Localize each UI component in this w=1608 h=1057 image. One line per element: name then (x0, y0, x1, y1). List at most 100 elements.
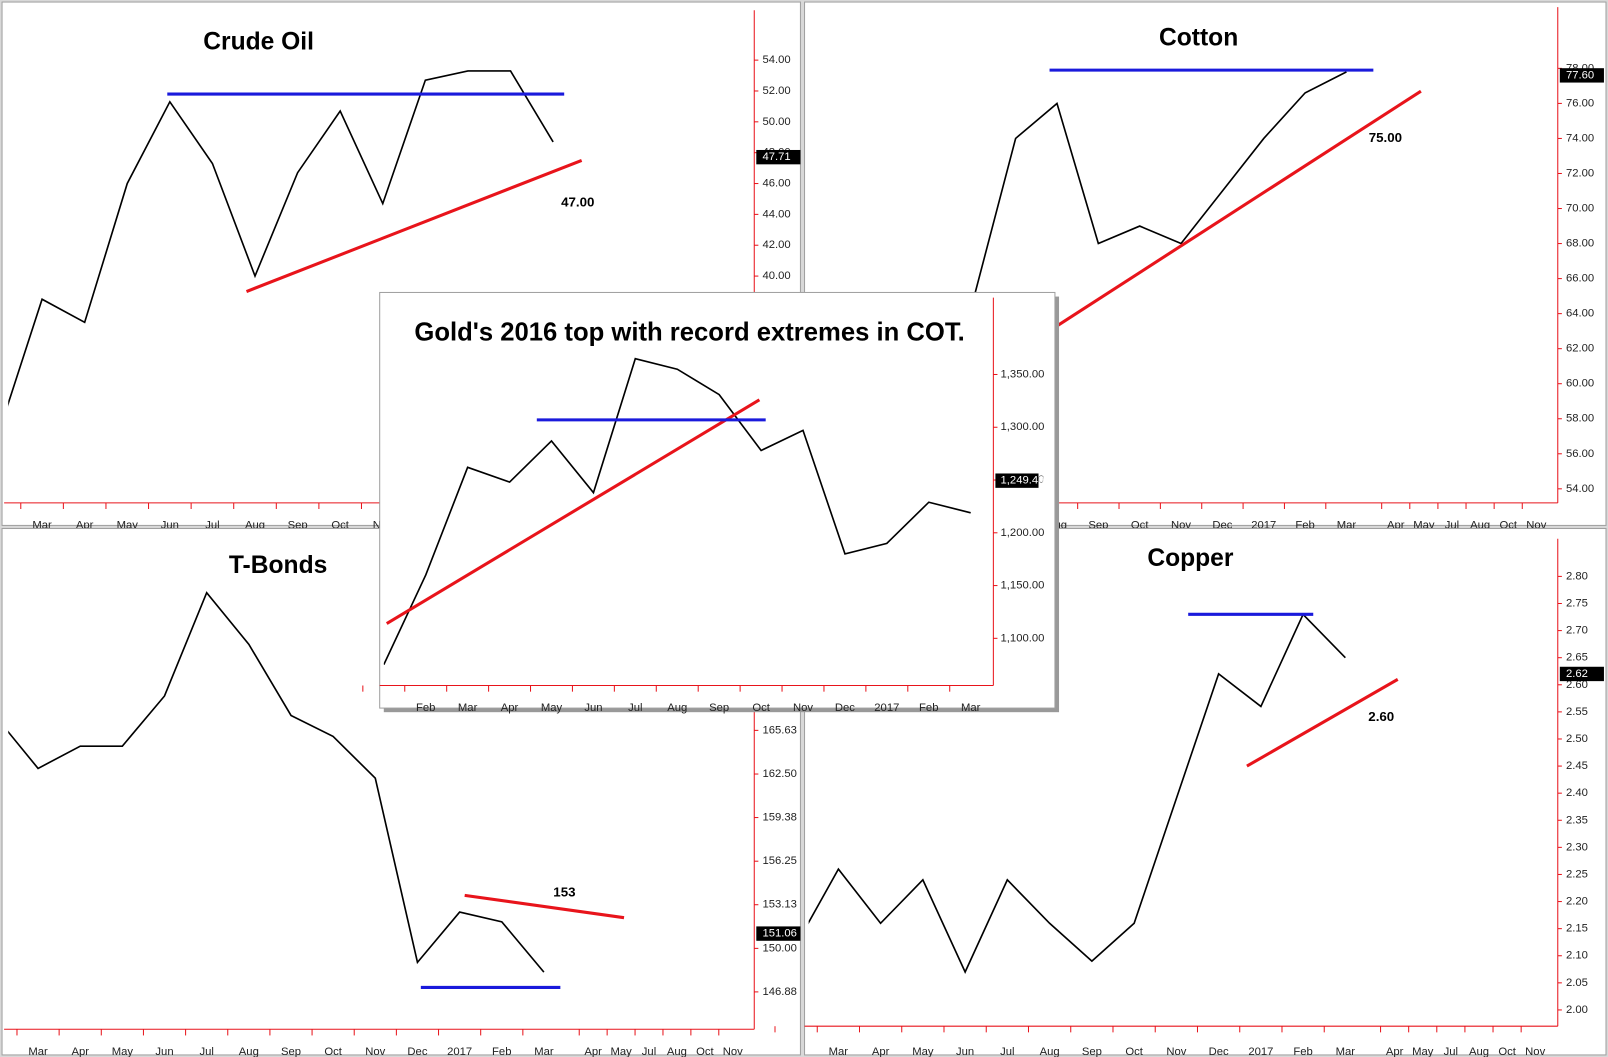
last-price-box (756, 149, 801, 165)
x-tick-label: Feb (416, 702, 435, 714)
x-tick-label: Apr (584, 1046, 602, 1057)
x-tick-label: May (1412, 1046, 1434, 1057)
last-price-label: 77.60 (1566, 69, 1594, 81)
y-tick-label: 62.00 (1566, 343, 1594, 355)
y-tick-label: 54.00 (1566, 483, 1594, 495)
annotation: 153 (553, 884, 575, 899)
y-tick-label: 1,350.00 (1001, 368, 1045, 380)
y-tick-label: 56.00 (1566, 448, 1594, 460)
x-tick-label: Mar (458, 702, 478, 714)
x-tick-label: Dec (835, 702, 855, 714)
trendline (1246, 678, 1399, 768)
chart-title: Copper (1147, 545, 1234, 572)
y-tick-label: 146.88 (762, 986, 796, 998)
y-tick-label: 54.00 (762, 54, 790, 66)
x-tick-label: Jun (155, 1046, 173, 1057)
x-tick-label: Nov (365, 1046, 385, 1057)
y-tick-label: 165.63 (762, 724, 796, 736)
x-tick-label: May (112, 1046, 134, 1057)
price-line (8, 70, 554, 407)
y-tick-label: 150.00 (762, 942, 796, 954)
y-tick-label: 162.50 (762, 768, 796, 780)
x-tick-label: 2017 (1248, 1046, 1273, 1057)
x-tick-label: 2017 (874, 702, 899, 714)
x-tick-label: Dec (1209, 1046, 1229, 1057)
x-tick-label: Jul (1444, 1046, 1458, 1057)
y-tick-label: 2.70 (1566, 625, 1588, 637)
y-tick-label: 66.00 (1566, 273, 1594, 285)
y-tick-label: 1,100.00 (1001, 632, 1045, 644)
y-tick-label: 1,150.00 (1001, 580, 1045, 592)
y-tick-label: 156.25 (762, 855, 796, 867)
trendline (385, 398, 761, 625)
price-line (973, 71, 1347, 297)
x-tick-label: Apr (71, 1046, 89, 1057)
y-tick-label: 76.00 (1566, 97, 1594, 109)
y-tick-label: 2.65 (1566, 652, 1588, 664)
y-tick-label: 2.75 (1566, 597, 1588, 609)
x-tick-label: Mar (534, 1046, 554, 1057)
y-tick-label: 2.15 (1566, 923, 1588, 935)
x-tick-label: Jul (199, 1046, 213, 1057)
x-tick-label: Aug (1040, 1046, 1060, 1057)
y-tick-label: 2.55 (1566, 706, 1588, 718)
chart-title: Crude Oil (203, 29, 314, 56)
y-tick-label: 2.80 (1566, 570, 1588, 582)
annotation: 2.60 (1368, 709, 1394, 724)
trendline (464, 893, 625, 920)
y-tick-label: 68.00 (1566, 238, 1594, 250)
x-tick-label: Feb (492, 1046, 511, 1057)
y-tick-label: 2.20 (1566, 896, 1588, 908)
x-tick-label: Oct (696, 1046, 714, 1057)
y-tick-label: 2.05 (1566, 977, 1588, 989)
y-tick-label: 40.00 (762, 270, 790, 282)
x-tick-label: Feb (1293, 1046, 1312, 1057)
x-tick-label: Jul (1000, 1046, 1014, 1057)
x-tick-label: Nov (1525, 1046, 1545, 1057)
x-tick-label: Nov (793, 702, 813, 714)
y-tick-label: 159.38 (762, 812, 796, 824)
y-tick-label: 52.00 (762, 85, 790, 97)
x-tick-label: Oct (1125, 1046, 1143, 1057)
y-tick-label: 153.13 (762, 899, 796, 911)
trendline (1056, 89, 1422, 328)
last-price-label: 151.06 (762, 928, 796, 940)
y-tick-label: 74.00 (1566, 132, 1594, 144)
y-tick-label: 2.40 (1566, 787, 1588, 799)
x-tick-label: Aug (667, 702, 687, 714)
y-tick-label: 2.00 (1566, 1004, 1588, 1016)
y-tick-label: 2.35 (1566, 814, 1588, 826)
last-price-box (995, 473, 1039, 488)
y-tick-label: 44.00 (762, 208, 790, 220)
y-tick-label: 50.00 (762, 116, 790, 128)
y-tick-label: 70.00 (1566, 203, 1594, 215)
x-tick-label: Feb (919, 702, 938, 714)
annotation: 47.00 (561, 195, 594, 210)
x-tick-label: Jul (642, 1046, 656, 1057)
x-tick-label: Oct (1498, 1046, 1516, 1057)
x-tick-label: Sep (709, 702, 729, 714)
x-tick-label: Mar (961, 702, 981, 714)
x-tick-label: Aug (239, 1046, 259, 1057)
last-price-label: 2.62 (1566, 668, 1588, 680)
x-tick-label: May (541, 702, 563, 714)
x-tick-label: May (912, 1046, 934, 1057)
y-tick-label: 60.00 (1566, 378, 1594, 390)
x-tick-label: Dec (407, 1046, 427, 1057)
y-tick-label: 42.00 (762, 239, 790, 251)
price-line (8, 591, 545, 973)
x-tick-label: Nov (723, 1046, 743, 1057)
x-tick-label: Apr (501, 702, 519, 714)
price-line (808, 612, 1346, 974)
x-tick-label: Sep (281, 1046, 301, 1057)
y-tick-label: 2.60 (1566, 679, 1588, 691)
last-price-box (1559, 68, 1604, 83)
x-tick-label: Sep (1082, 1046, 1102, 1057)
x-tick-label: Mar (1336, 1046, 1356, 1057)
x-tick-label: Nov (1166, 1046, 1186, 1057)
x-tick-label: Oct (752, 702, 770, 714)
chart-title: Cotton (1159, 24, 1238, 51)
x-tick-label: Jun (956, 1046, 974, 1057)
x-tick-label: Apr (872, 1046, 890, 1057)
